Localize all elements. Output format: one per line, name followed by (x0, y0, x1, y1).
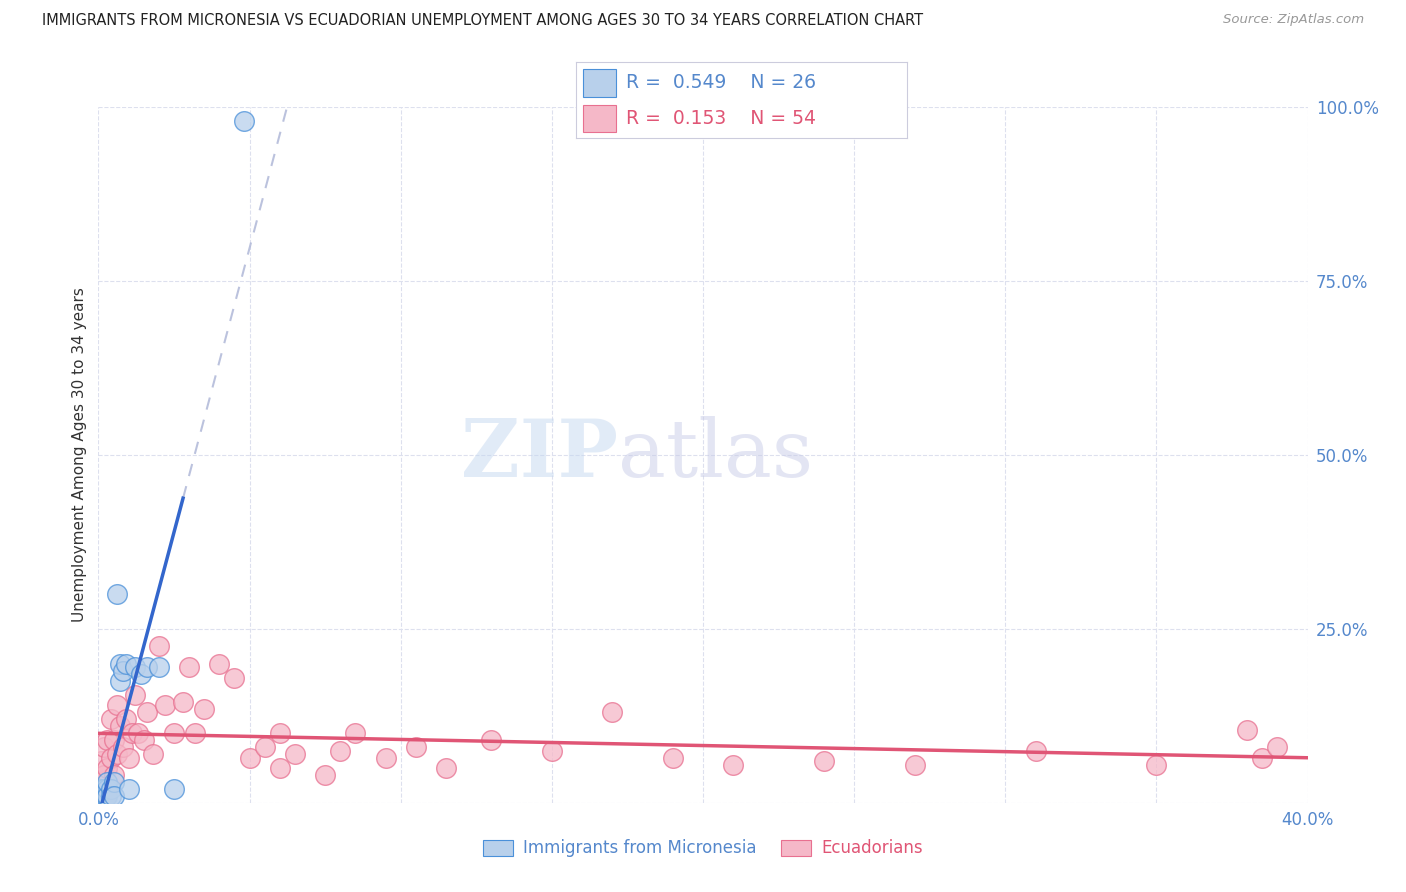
Point (96, 781, 118, 796)
Point (93, 789, 115, 803)
Point (96, 789, 118, 803)
Point (93, 740, 115, 755)
Point (184, 726, 207, 740)
Point (602, 706, 624, 720)
Point (105, 698, 128, 713)
Point (253, 740, 276, 755)
Point (208, 657, 231, 671)
Point (284, 747, 307, 761)
Point (100, 712, 122, 726)
Point (193, 702, 215, 716)
Point (96, 775, 118, 789)
Point (148, 639, 170, 653)
Point (142, 747, 165, 761)
Point (132, 733, 155, 747)
Point (90, 789, 112, 803)
Point (111, 664, 134, 678)
Point (344, 726, 367, 740)
Point (481, 733, 503, 747)
Text: Source: ZipAtlas.com: Source: ZipAtlas.com (1223, 13, 1364, 27)
Point (103, 789, 125, 803)
Bar (583, 70, 616, 96)
Point (91, 785, 114, 799)
Point (118, 750, 141, 764)
Point (721, 757, 744, 772)
Point (96, 761, 118, 775)
Point (135, 660, 157, 674)
Point (153, 698, 176, 713)
Point (118, 781, 141, 796)
Point (269, 761, 291, 775)
Point (172, 695, 194, 709)
Bar (583, 105, 616, 132)
Legend: Immigrants from Micronesia, Ecuadorians: Immigrants from Micronesia, Ecuadorians (477, 833, 929, 864)
Text: ZIP: ZIP (461, 416, 619, 494)
Point (100, 781, 122, 796)
Point (405, 740, 427, 755)
Point (329, 744, 352, 758)
Point (114, 712, 136, 726)
Point (105, 587, 128, 601)
Point (124, 688, 146, 702)
Text: IMMIGRANTS FROM MICRONESIA VS ECUADORIAN UNEMPLOYMENT AMONG AGES 30 TO 34 YEARS : IMMIGRANTS FROM MICRONESIA VS ECUADORIAN… (42, 13, 924, 29)
Point (813, 754, 835, 768)
Text: atlas: atlas (619, 416, 814, 494)
Point (94, 789, 117, 803)
Point (224, 671, 246, 685)
Point (124, 660, 146, 674)
Point (1236, 723, 1258, 737)
Point (374, 750, 396, 764)
Point (1265, 740, 1288, 755)
Point (904, 757, 927, 772)
Point (135, 706, 157, 720)
Point (1024, 744, 1046, 758)
Point (100, 789, 122, 803)
Point (103, 768, 125, 782)
Point (127, 726, 149, 740)
Point (103, 733, 125, 747)
Point (148, 660, 170, 674)
Point (111, 740, 134, 755)
Point (108, 657, 131, 671)
Point (314, 768, 336, 782)
Point (93, 768, 115, 782)
Point (114, 657, 136, 671)
Point (108, 674, 131, 689)
Point (177, 660, 201, 674)
Point (129, 667, 152, 681)
Point (1144, 757, 1167, 772)
Point (1251, 750, 1274, 764)
Point (103, 775, 125, 789)
Point (91, 789, 114, 803)
Point (239, 750, 262, 764)
Point (90, 754, 112, 768)
Point (269, 726, 291, 740)
Point (232, 114, 254, 128)
Point (540, 744, 562, 758)
Point (163, 726, 186, 740)
Point (163, 781, 186, 796)
Point (100, 750, 122, 764)
Point (121, 726, 143, 740)
Text: R =  0.153    N = 54: R = 0.153 N = 54 (626, 109, 815, 128)
Point (90, 775, 112, 789)
Point (105, 747, 128, 761)
Point (96, 733, 118, 747)
Y-axis label: Unemployment Among Ages 30 to 34 years: Unemployment Among Ages 30 to 34 years (72, 287, 87, 623)
Point (90, 781, 112, 796)
Point (661, 750, 683, 764)
Point (434, 761, 457, 775)
Point (93, 781, 115, 796)
Text: R =  0.549    N = 26: R = 0.549 N = 26 (626, 73, 815, 93)
Point (108, 719, 131, 733)
